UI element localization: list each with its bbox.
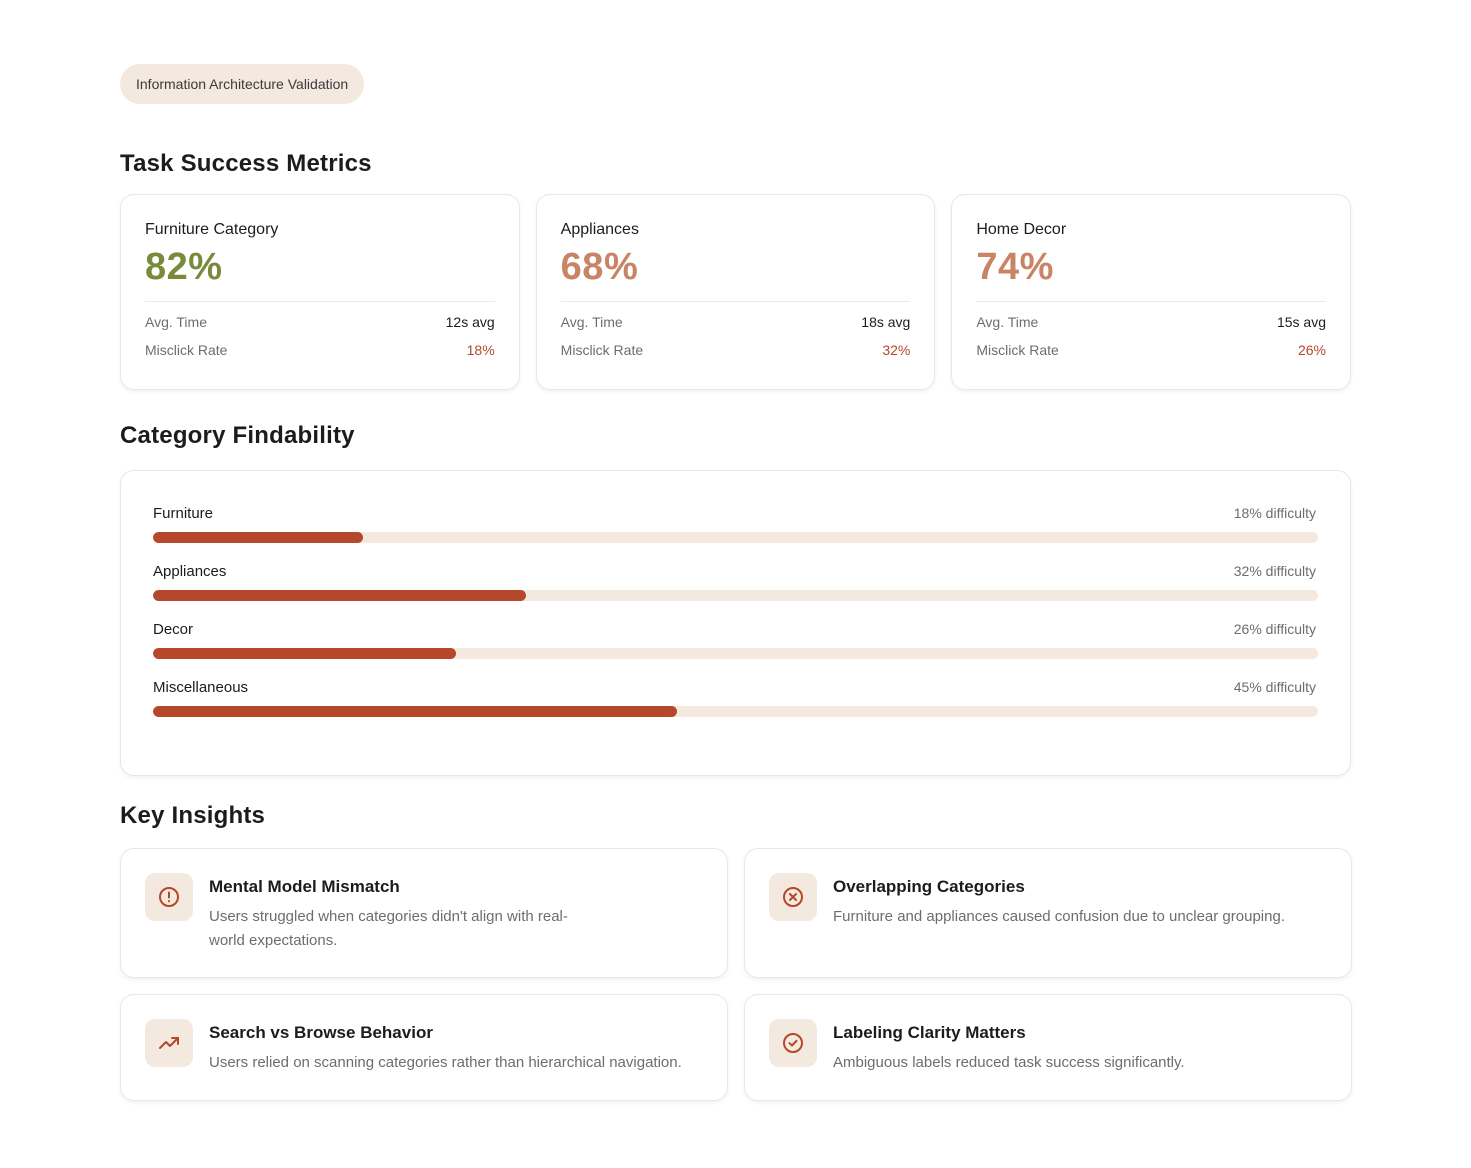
insight-description: Ambiguous labels reduced task success si… (833, 1054, 1185, 1071)
bar-track (153, 706, 1318, 717)
insight-card-search-browse: Search vs Browse Behavior Users relied o… (120, 994, 728, 1101)
misclick-label: Misclick Rate (976, 341, 1059, 358)
key-insights-title: Key Insights (120, 802, 266, 829)
bar-fill (153, 590, 526, 601)
insight-card-overlapping: Overlapping Categories Furniture and app… (744, 848, 1352, 978)
bar-fill (153, 648, 456, 659)
metric-success-rate: 82% (145, 246, 223, 288)
check-circle-icon (769, 1019, 817, 1067)
bar-track (153, 648, 1318, 659)
metric-card-furniture: Furniture Category 82% Avg. Time 12s avg… (120, 194, 520, 390)
time-value: 15s avg (1276, 313, 1327, 330)
time-value: 18s avg (861, 313, 911, 330)
time-label: Avg. Time (560, 313, 623, 330)
metric-time-row: Avg. Time 18s avg (561, 314, 911, 330)
bar-fill (153, 706, 678, 717)
metric-success-rate: 68% (560, 246, 639, 288)
metric-card-appliances: Appliances 68% Avg. Time 18s avg Misclic… (535, 194, 936, 390)
metric-name: Furniture Category (145, 221, 279, 238)
time-label: Avg. Time (145, 313, 207, 330)
divider (145, 300, 495, 302)
divider (560, 300, 911, 302)
bar-label: Miscellaneous (153, 679, 249, 696)
bar-fill (153, 532, 363, 543)
metrics-row: Furniture Category 82% Avg. Time 12s avg… (120, 194, 1352, 390)
bar-value-label: 45% difficulty (1233, 679, 1316, 695)
bar-label: Appliances (153, 563, 227, 580)
insight-description: Users relied on scanning categories rath… (209, 1054, 682, 1071)
bar-track (153, 590, 1318, 601)
bar-value-label: 32% difficulty (1233, 563, 1316, 579)
trending-up-icon (145, 1019, 193, 1067)
metric-card-home-decor: Home Decor 74% Avg. Time 15s avg Misclic… (951, 194, 1352, 390)
misclick-label: Misclick Rate (560, 341, 644, 358)
metric-misclick-row: Misclick Rate 26% (976, 342, 1326, 358)
insight-title: Overlapping Categories (833, 877, 1025, 896)
misclick-value: 32% (882, 341, 911, 358)
findability-item-appliances: Appliances 32% difficulty (153, 563, 1318, 601)
bar-track (153, 532, 1318, 543)
misclick-value: 26% (1297, 341, 1327, 358)
findability-item-furniture: Furniture 18% difficulty (153, 505, 1318, 543)
x-circle-icon (769, 873, 817, 921)
metric-name: Appliances (560, 221, 639, 238)
time-label: Avg. Time (976, 313, 1039, 330)
metric-misclick-row: Misclick Rate 32% (561, 342, 911, 358)
metric-misclick-row: Misclick Rate 18% (145, 342, 495, 358)
insight-title: Search vs Browse Behavior (209, 1023, 433, 1042)
bar-value-label: 18% difficulty (1233, 505, 1316, 521)
metric-time-row: Avg. Time 15s avg (976, 314, 1326, 330)
bar-label: Decor (153, 621, 194, 638)
time-value: 12s avg (445, 313, 495, 330)
misclick-value: 18% (466, 341, 495, 358)
metric-time-row: Avg. Time 12s avg (145, 314, 495, 330)
insight-card-labeling: Labeling Clarity Matters Ambiguous label… (744, 994, 1352, 1101)
findability-card: Furniture 18% difficulty Appliances 32% … (120, 470, 1351, 776)
insight-title: Mental Model Mismatch (209, 877, 400, 896)
insight-card-mental-model: Mental Model Mismatch Users struggled wh… (120, 848, 728, 978)
bar-value-label: 26% difficulty (1233, 621, 1316, 637)
findability-item-miscellaneous: Miscellaneous 45% difficulty (153, 679, 1318, 717)
insights-grid: Mental Model Mismatch Users struggled wh… (120, 848, 1352, 1101)
findability-title: Category Findability (120, 422, 355, 449)
alert-circle-icon (145, 873, 193, 921)
insight-title: Labeling Clarity Matters (833, 1023, 1026, 1042)
study-badge: Information Architecture Validation (120, 64, 365, 104)
misclick-label: Misclick Rate (145, 341, 228, 358)
insight-description: Users struggled when categories didn't a… (209, 908, 568, 949)
divider (976, 300, 1327, 302)
metric-name: Home Decor (976, 221, 1067, 238)
insight-description: Furniture and appliances caused confusio… (833, 908, 1285, 925)
task-success-title: Task Success Metrics (120, 150, 372, 177)
findability-item-decor: Decor 26% difficulty (153, 621, 1318, 659)
bar-label: Furniture (153, 505, 214, 522)
metric-success-rate: 74% (976, 246, 1054, 288)
